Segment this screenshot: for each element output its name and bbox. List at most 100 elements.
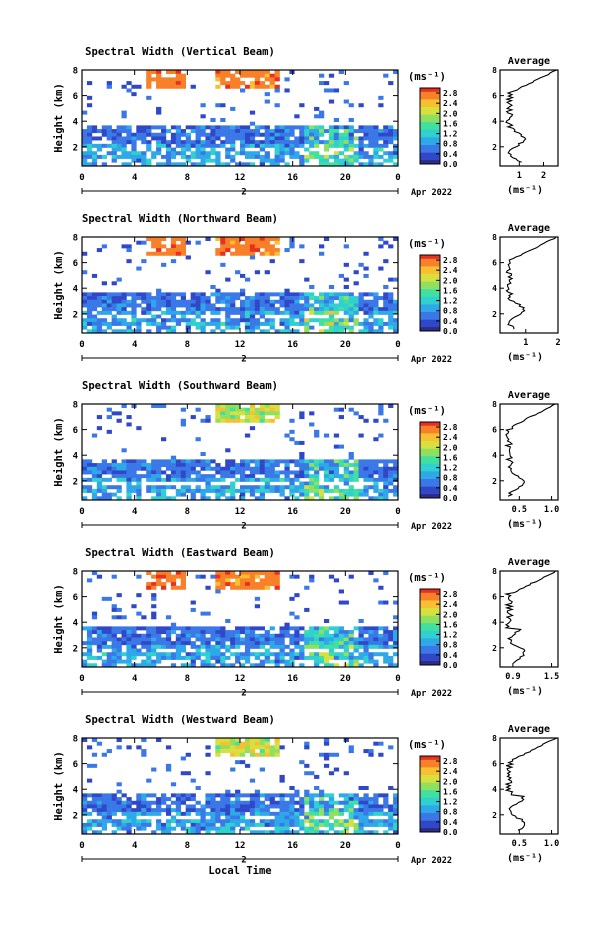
heatmap-cell: [264, 571, 270, 575]
heatmap-cell: [205, 307, 211, 312]
heatmap-cell: [348, 325, 354, 330]
heatmap-cell: [368, 659, 374, 664]
heatmap-cell: [338, 633, 344, 638]
heatmap-cell: [279, 641, 285, 646]
heatmap-cell: [225, 310, 231, 315]
heatmap-cell: [215, 826, 221, 831]
heatmap-cell: [161, 459, 167, 464]
heatmap: [82, 738, 399, 835]
heatmap-cell: [220, 749, 226, 754]
heatmap-cell: [264, 158, 270, 163]
heatmap-cell: [91, 329, 98, 334]
heatmap-cell: [249, 140, 256, 145]
heatmap-cell: [111, 819, 117, 824]
heatmap-cell: [319, 626, 325, 631]
heatmap-cell: [343, 822, 349, 827]
heatmap-cell: [215, 637, 221, 642]
heatmap-cell: [86, 819, 93, 824]
heatmap-cell: [264, 129, 270, 134]
colorbar-tick-label: 2.4: [443, 433, 458, 442]
heatmap-cell: [106, 626, 112, 631]
heatmap-cell: [210, 459, 216, 464]
heatmap-cell: [116, 154, 122, 159]
y-tick-label: 6: [73, 92, 78, 102]
heatmap-cell: [240, 804, 246, 809]
heatmap-cell: [161, 303, 167, 308]
x-tick-label: 0: [395, 173, 400, 183]
heatmap-cell: [141, 752, 147, 757]
heatmap-cell: [170, 793, 177, 798]
average-x-label: (ms⁻¹): [507, 686, 543, 697]
heatmap-cell: [383, 303, 389, 308]
heatmap-cell: [249, 418, 256, 423]
heatmap-cell: [294, 815, 300, 820]
colorbar-segment: [420, 632, 440, 635]
heatmap-cell: [323, 804, 330, 809]
average-x-tick-label: 1.0: [544, 505, 559, 515]
heatmap-cell: [388, 151, 394, 156]
heatmap-cell: [86, 485, 93, 490]
heatmap-cell: [343, 804, 349, 809]
heatmap-cell: [363, 800, 369, 805]
heatmap-cell: [126, 488, 132, 493]
heatmap-cell: [156, 574, 162, 579]
heatmap-cell: [111, 652, 117, 657]
heatmap-cell: [146, 778, 152, 783]
heatmap-cell: [225, 474, 231, 479]
heatmap-cell: [383, 459, 389, 464]
heatmap-cell: [175, 819, 182, 824]
heatmap-cell: [244, 240, 251, 245]
heatmap-cell: [106, 136, 112, 141]
heatmap-cell: [264, 270, 270, 275]
heatmap-cell: [378, 470, 384, 475]
heatmap-cell: [116, 292, 122, 297]
heatmap-cell: [240, 292, 246, 297]
heatmap-cell: [210, 822, 216, 827]
colorbar-segment: [420, 99, 440, 102]
colorbar-segment: [420, 93, 440, 96]
heatmap-cell: [353, 811, 359, 816]
heatmap-cell: [240, 132, 246, 137]
heatmap-cell: [195, 132, 201, 137]
heatmap-cell: [264, 143, 270, 148]
heatmap-cell: [161, 492, 167, 497]
heatmap-cell: [205, 644, 211, 649]
heatmap-cell: [294, 463, 300, 468]
heatmap-cell: [309, 411, 315, 416]
heatmap-cell: [220, 415, 226, 420]
heatmap-cell: [269, 641, 275, 646]
colorbar-tick-label: 2.8: [443, 757, 458, 766]
heatmap-cell: [195, 644, 201, 649]
heatmap-cell: [175, 248, 182, 253]
colorbar-segment: [420, 824, 440, 827]
heatmap-cell: [328, 811, 335, 816]
heatmap-cell: [289, 132, 295, 137]
colorbar-segment: [420, 486, 440, 489]
heatmap-cell: [319, 830, 325, 835]
heatmap-cell: [309, 633, 315, 638]
average-title: Average: [508, 557, 550, 568]
heatmap-cell: [205, 822, 211, 827]
heatmap-cell: [269, 644, 275, 649]
heatmap-cell: [289, 793, 295, 798]
heatmap-cell: [210, 321, 216, 326]
heatmap-cell: [136, 477, 142, 482]
heatmap-cell: [111, 307, 117, 312]
heatmap-cell: [235, 815, 241, 820]
heatmap-cell: [383, 797, 389, 802]
heatmap-cell: [393, 630, 399, 635]
heatmap-cell: [294, 593, 300, 598]
heatmap-cell: [294, 114, 300, 119]
heatmap-cell: [299, 129, 305, 134]
heatmap-cell: [215, 248, 221, 253]
heatmap-cell: [343, 299, 349, 304]
heatmap-cell: [294, 644, 300, 649]
heatmap-cell: [151, 611, 157, 616]
average-y-tick-label: 2: [492, 477, 497, 486]
x-tick-label: 4: [132, 340, 138, 350]
heatmap-cell: [121, 318, 127, 323]
heatmap-cell: [393, 143, 399, 148]
heatmap-cell: [195, 819, 201, 824]
heatmap-cell: [82, 804, 88, 809]
heatmap-cell: [91, 611, 98, 616]
